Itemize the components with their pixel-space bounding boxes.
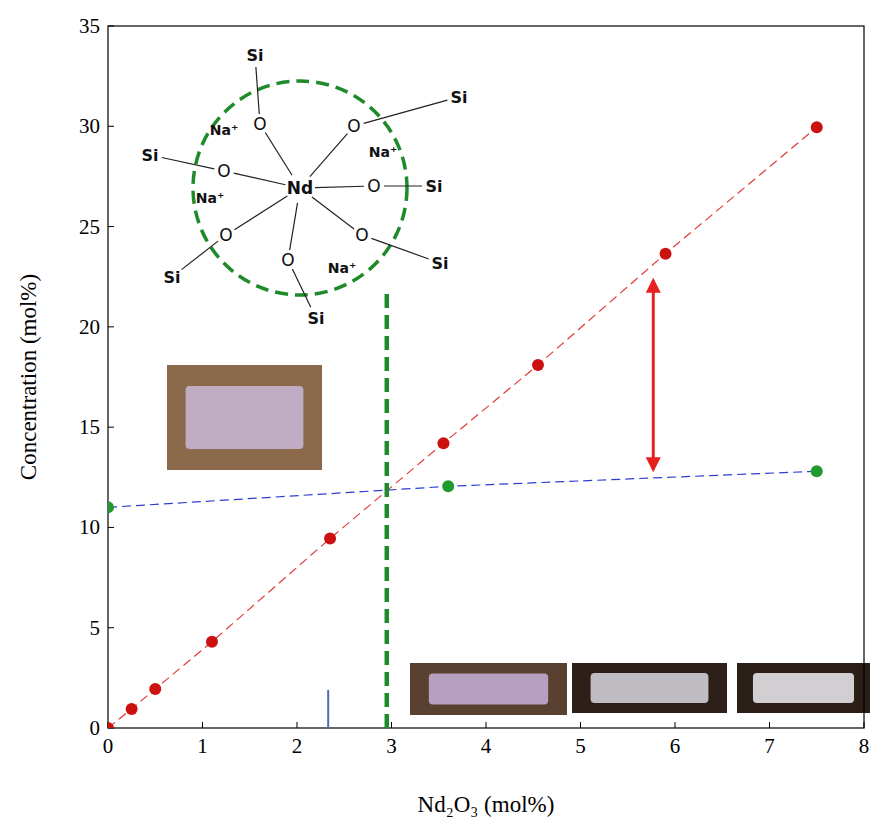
silicon-atom: Si — [450, 88, 467, 107]
oxygen-atom: O — [347, 116, 360, 136]
bond — [364, 100, 448, 123]
y-tick — [108, 427, 114, 428]
y-tick — [108, 326, 114, 327]
data-point — [532, 359, 544, 371]
data-point — [206, 636, 218, 648]
x-tick-label: 1 — [197, 734, 208, 758]
data-point — [811, 121, 823, 133]
y-tick-label: 10 — [79, 515, 100, 539]
bond — [312, 197, 354, 229]
silicon-atom: Si — [431, 254, 448, 273]
oxygen-atom: O — [281, 250, 294, 270]
y-tick-label: 5 — [90, 616, 101, 640]
bond — [265, 132, 292, 175]
bond — [384, 185, 422, 186]
photo-glass-3-6 — [410, 663, 567, 715]
data-point — [324, 532, 336, 544]
bond — [162, 158, 214, 169]
data-point — [149, 683, 161, 695]
bond — [234, 196, 287, 230]
data-point — [126, 703, 138, 715]
data-point — [108, 501, 114, 513]
data-point — [811, 465, 823, 477]
x-tick-label: 4 — [481, 734, 492, 758]
series-line — [108, 127, 817, 728]
coordination-circle — [193, 81, 407, 295]
silicon-atom: Si — [425, 177, 442, 196]
y-tick — [108, 126, 114, 127]
y-tick — [108, 226, 114, 227]
y-tick-label: 30 — [79, 114, 100, 138]
threshold-line — [385, 289, 390, 728]
bond — [234, 173, 286, 185]
x-tick — [769, 722, 770, 728]
x-tick-label: 5 — [575, 734, 586, 758]
x-tick — [580, 722, 581, 728]
y-tick-label: 15 — [79, 415, 100, 439]
bond — [292, 269, 310, 307]
data-point — [437, 437, 449, 449]
silicon-atom: Si — [246, 46, 263, 65]
x-tick-label: 8 — [859, 734, 870, 758]
sodium-ion: Na⁺ — [328, 260, 357, 276]
x-tick-label: 2 — [292, 734, 303, 758]
data-point — [442, 480, 454, 492]
x-tick — [675, 722, 676, 728]
series-line — [108, 471, 817, 507]
sodium-ion: Na⁺ — [369, 144, 398, 160]
photo-glass-partial — [572, 663, 727, 713]
photo-glass-opaque — [737, 663, 870, 713]
silicon-atom: Si — [141, 146, 158, 165]
y-tick-label: 25 — [79, 215, 100, 239]
plot-frame — [108, 26, 864, 728]
sodium-ion: Na⁺ — [196, 190, 225, 206]
silicon-atom: Si — [163, 268, 180, 287]
y-tick-label: 35 — [79, 14, 100, 38]
silicon-atom: Si — [307, 309, 324, 328]
oxygen-atom: O — [217, 161, 230, 181]
sodium-ion: Na⁺ — [210, 122, 239, 138]
y-tick — [108, 26, 114, 27]
x-tick — [486, 722, 487, 728]
plot-area — [108, 121, 823, 728]
x-tick-label: 7 — [764, 734, 775, 758]
y-tick — [108, 527, 114, 528]
y-axis-title: Concentration (mol%) — [16, 274, 41, 480]
oxygen-atom: O — [253, 114, 266, 134]
bond — [181, 241, 218, 269]
photo-glass-clear — [167, 365, 322, 470]
small-mark — [327, 690, 329, 728]
bond — [290, 203, 298, 250]
x-axis-title: Nd₂O₃ (mol%) — [418, 792, 555, 817]
bond — [310, 134, 348, 177]
y-tick-label: 20 — [79, 315, 100, 339]
bond — [315, 186, 364, 187]
x-tick-label: 6 — [670, 734, 681, 758]
center-atom: Nd — [287, 178, 313, 198]
x-tick — [297, 722, 298, 728]
oxygen-atom: O — [355, 225, 368, 245]
y-tick — [108, 627, 114, 628]
gap-arrow — [652, 281, 655, 470]
x-tick-label: 3 — [386, 734, 397, 758]
oxygen-atom: O — [367, 176, 380, 196]
bond — [256, 67, 259, 114]
x-tick — [202, 722, 203, 728]
data-point — [108, 722, 114, 728]
structure-diagram: Nd O O O O O O O Si Si Si Si Si Si Si Na⁺ Na⁺ Na⁺ Na⁺ — [141, 46, 467, 328]
x-tick-label: 0 — [103, 734, 114, 758]
x-tick — [864, 722, 865, 728]
x-tick — [391, 722, 392, 728]
chart: 0 1 2 3 4 5 6 7 8 0 5 10 15 20 25 30 35 Nd₂O₃ (mol%) Conce… — [0, 0, 877, 832]
y-tick-label: 0 — [90, 716, 101, 740]
data-point — [660, 248, 672, 260]
bond — [371, 238, 428, 259]
oxygen-atom: O — [219, 225, 232, 245]
